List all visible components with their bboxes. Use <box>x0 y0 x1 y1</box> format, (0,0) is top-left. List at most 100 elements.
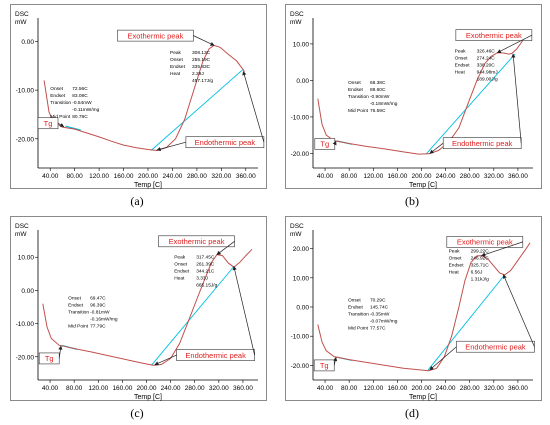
x-tick-label: 360.00 <box>508 385 528 392</box>
tg-label: Tg <box>44 119 53 128</box>
peak-table-key: Peak <box>449 249 461 255</box>
x-tick-label: 360.00 <box>233 385 253 392</box>
x-tick-label: 360.00 <box>508 173 528 180</box>
x-tick-label: 120.00 <box>89 173 109 180</box>
peak-table-key: Peak <box>174 255 186 261</box>
exothermic-arrow <box>496 34 533 53</box>
tg-table-value: 96.39C <box>90 303 106 309</box>
baseline-line <box>427 274 506 371</box>
tg-table-value: 68.38C <box>370 80 386 86</box>
endothermic-onset-arrow <box>429 346 457 371</box>
tg-label: Tg <box>320 140 329 149</box>
y-axis-unit: mW <box>290 19 302 26</box>
x-tick-label: 120.00 <box>363 385 383 392</box>
peak-table-value: 1.31kJ/g <box>471 277 489 283</box>
x-tick-label: 280.00 <box>460 385 480 392</box>
x-tick-label: 40.00 <box>317 385 334 392</box>
peak-table-key: Endset <box>170 64 186 70</box>
panel-b: DSC mW 10.00 0.00 -10.00 -20.00 40.00 80.00 120.… <box>275 0 550 212</box>
y-axis-label: DSC <box>290 223 304 230</box>
x-tick-label: 80.00 <box>66 385 83 392</box>
peak-table-key: Heat <box>174 276 185 282</box>
x-tick-label: 80.00 <box>67 173 84 180</box>
tg-arrow <box>333 356 338 366</box>
endothermic-peak-label: Endothermic peak <box>195 138 256 147</box>
tg-table-value: 80.78C <box>72 114 88 120</box>
endothermic-arrow <box>242 70 265 143</box>
peak-table-key: Onset <box>455 56 468 62</box>
tg-table-value: 83.08C <box>72 93 88 99</box>
tg-table-value: -0.11mW/mg <box>72 107 99 113</box>
x-tick-label: 320.00 <box>484 385 504 392</box>
tg-table-value: -0.18mW/mg <box>370 101 398 107</box>
tg-table-key: Endset <box>68 303 84 309</box>
endothermic-arrow <box>232 265 255 356</box>
tg-table-key: Mid Point <box>50 114 71 120</box>
tg-table-value: 77.79C <box>90 324 106 330</box>
y-axis-label: DSC <box>15 223 29 230</box>
peak-table-value: 299.22C <box>471 249 490 255</box>
peak-table-value: 326.46C <box>477 49 496 55</box>
exothermic-peak-label: Exothermic peak <box>457 238 513 247</box>
peak-table-value: 274.24C <box>477 56 496 62</box>
tg-table-value: 70.29C <box>370 298 386 304</box>
x-tick-label: 360.00 <box>236 173 256 180</box>
tg-table-value: -0.35mW <box>370 312 390 318</box>
tg-arrow <box>57 122 65 127</box>
panel-d: DSC mW 20.00 10.00 0.00 -10.00 -20.00 40.00 80.0… <box>275 212 550 425</box>
endothermic-arrow <box>511 53 522 144</box>
x-tick-label: 240.00 <box>162 173 182 180</box>
x-tick-label: 40.00 <box>42 385 59 392</box>
caption-d: (d) <box>405 406 419 420</box>
x-axis-label: Temp [C] <box>409 394 437 401</box>
endothermic-arrow <box>502 274 535 347</box>
y-tick-label: 10.00 <box>18 255 35 262</box>
exothermic-peak-label: Exothermic peak <box>128 31 184 40</box>
tg-table-key: Onset <box>50 86 63 92</box>
peak-table-key: Heat <box>449 270 460 276</box>
peak-table-value: 665.15J/g <box>196 283 217 289</box>
peak-table-value: 325.71C <box>471 263 490 269</box>
peak-table-value: 344.21C <box>196 269 215 275</box>
x-tick-label: 200.00 <box>412 385 432 392</box>
x-tick-label: 200.00 <box>412 173 432 180</box>
caption-c: (c) <box>130 406 144 420</box>
tg-table-key: Mid Point <box>348 326 369 332</box>
tg-table-value: 72.56C <box>72 86 88 92</box>
y-tick-label: -20.00 <box>291 363 310 370</box>
peak-table-value: 255.19C <box>192 57 211 63</box>
peak-table-key: Endset <box>455 63 471 69</box>
x-axis-label: Temp [C] <box>134 394 162 401</box>
endothermic-peak-label: Endothermic peak <box>465 342 526 351</box>
tg-table-key: Endset <box>348 305 364 311</box>
x-tick-label: 240.00 <box>161 385 181 392</box>
caption-a: (a) <box>130 194 144 208</box>
y-tick-label: -10.00 <box>291 334 310 341</box>
y-axis-unit: mW <box>15 19 27 26</box>
peak-table-key: Heat <box>455 70 466 76</box>
x-tick-label: 280.00 <box>185 385 205 392</box>
tg-table-key: Onset <box>348 298 361 304</box>
y-tick-label: -10.00 <box>16 88 35 95</box>
peak-table-value: 3.33J <box>196 276 208 282</box>
x-tick-label: 280.00 <box>460 173 480 180</box>
y-tick-label: 0.00 <box>21 288 34 295</box>
tg-table-key: Onset <box>348 80 361 86</box>
exothermic-peak-label: Exothermic peak <box>169 237 225 246</box>
x-tick-label: 200.00 <box>138 173 158 180</box>
y-tick-label: -20.00 <box>16 136 35 143</box>
tg-box <box>313 359 335 372</box>
peak-table-value: 261.39C <box>196 262 215 268</box>
x-tick-label: 280.00 <box>187 173 207 180</box>
tg-table-value: -0.54mW <box>72 100 92 106</box>
y-axis-unit: mW <box>290 231 302 238</box>
panel-c: DSC mW 10.00 0.00 -10.00 -20.00 40.00 80.00 120.… <box>0 212 275 425</box>
x-tick-label: 160.00 <box>387 385 407 392</box>
endothermic-peak-label: Endothermic peak <box>452 139 513 148</box>
peak-table-key: Endset <box>449 263 465 269</box>
peak-table-value: 457.17J/g <box>192 78 213 84</box>
tg-table-value: 69.47C <box>90 296 106 302</box>
